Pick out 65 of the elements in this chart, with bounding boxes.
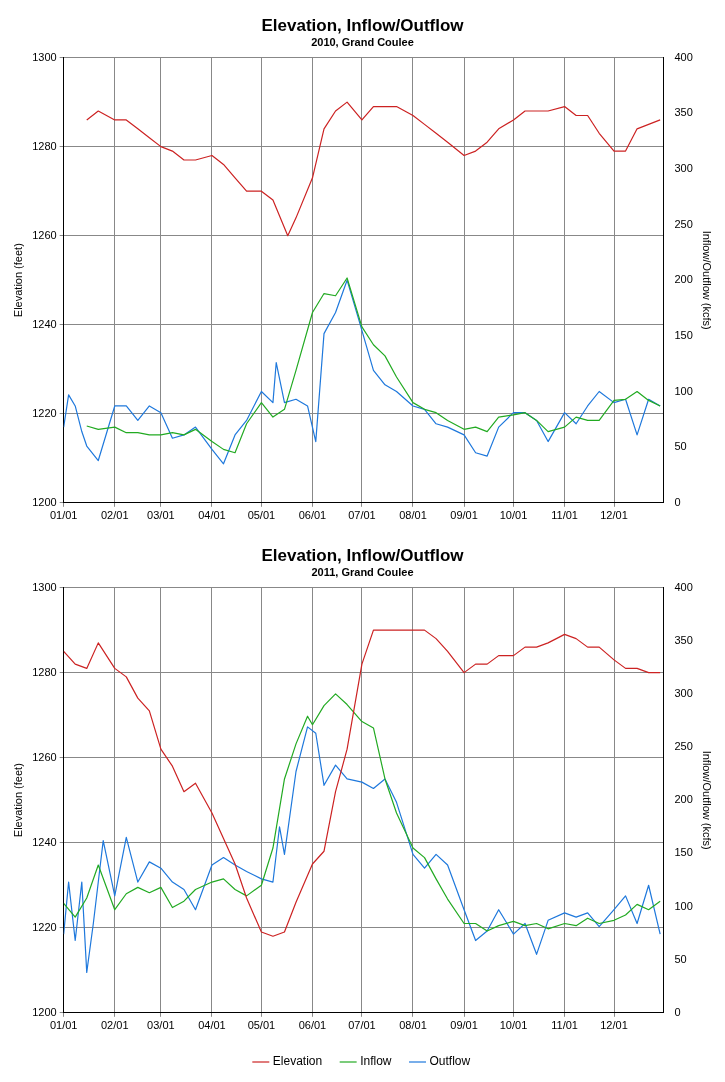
y-tick-label: 1200 xyxy=(32,495,57,508)
x-tick-label: 01/01 xyxy=(49,1019,78,1032)
x-tick-label: 05/01 xyxy=(247,1019,276,1032)
y-tick-label: 1280 xyxy=(32,139,57,152)
x-tick-label: 01/01 xyxy=(49,509,78,522)
y2-axis-title: Inflow/Outflow (kcfs) xyxy=(701,230,714,330)
x-tick-label: 12/01 xyxy=(600,509,628,522)
y2-tick-label: 150 xyxy=(674,846,693,859)
y-axis-title: Elevation (feet) xyxy=(11,763,24,838)
legend-label: Elevation xyxy=(272,1054,323,1069)
x-tick-label: 09/01 xyxy=(450,509,478,522)
y-tick-label: 1240 xyxy=(32,835,57,848)
y2-tick-label: 100 xyxy=(674,384,693,397)
legend-label: Inflow xyxy=(360,1054,392,1069)
chart-subtitle: 2010, Grand Coulee xyxy=(311,36,414,49)
y-tick-label: 1300 xyxy=(32,580,57,593)
y2-tick-label: 150 xyxy=(674,328,693,341)
chart-subtitle: 2011, Grand Coulee xyxy=(311,566,414,579)
y2-tick-label: 0 xyxy=(674,1005,681,1018)
x-tick-label: 07/01 xyxy=(348,509,376,522)
y-tick-label: 1300 xyxy=(32,50,57,63)
x-tick-label: 06/01 xyxy=(298,509,327,522)
y2-tick-label: 400 xyxy=(674,580,693,593)
chart-title: Elevation, Inflow/Outflow xyxy=(261,545,465,565)
y-tick-label: 1260 xyxy=(32,750,57,763)
x-tick-label: 08/01 xyxy=(399,1019,427,1032)
y2-tick-label: 200 xyxy=(674,793,693,806)
x-tick-label: 12/01 xyxy=(600,1019,628,1032)
y-axis-title: Elevation (feet) xyxy=(11,243,24,318)
x-tick-label: 03/01 xyxy=(147,509,175,522)
y-tick-label: 1280 xyxy=(32,665,57,678)
x-tick-label: 11/01 xyxy=(551,1019,578,1032)
x-tick-label: 05/01 xyxy=(247,509,276,522)
y-tick-label: 1240 xyxy=(32,317,57,330)
x-tick-label: 10/01 xyxy=(499,1019,528,1032)
x-tick-label: 04/01 xyxy=(198,1019,226,1032)
x-tick-label: 10/01 xyxy=(499,509,528,522)
x-tick-label: 11/01 xyxy=(551,509,578,522)
y2-tick-label: 250 xyxy=(674,740,693,753)
y2-tick-label: 300 xyxy=(674,686,693,699)
y2-tick-label: 50 xyxy=(674,952,687,965)
y2-tick-label: 50 xyxy=(674,440,687,453)
y-tick-label: 1260 xyxy=(32,228,57,241)
x-tick-label: 04/01 xyxy=(198,509,226,522)
x-tick-label: 08/01 xyxy=(399,509,427,522)
x-tick-label: 02/01 xyxy=(100,1019,129,1032)
y2-tick-label: 0 xyxy=(674,495,681,508)
y-tick-label: 1220 xyxy=(32,406,57,419)
legend-label: Outflow xyxy=(429,1054,471,1069)
y2-tick-label: 250 xyxy=(674,217,693,230)
y2-axis-title: Inflow/Outflow (kcfs) xyxy=(701,750,714,850)
x-tick-label: 02/01 xyxy=(100,509,129,522)
y2-tick-label: 350 xyxy=(674,106,693,119)
y2-tick-label: 400 xyxy=(674,50,693,63)
y2-tick-label: 100 xyxy=(674,899,693,912)
y-tick-label: 1200 xyxy=(32,1005,57,1018)
y2-tick-label: 200 xyxy=(674,273,693,286)
y2-tick-label: 300 xyxy=(674,161,693,174)
x-tick-label: 09/01 xyxy=(450,1019,478,1032)
x-tick-label: 07/01 xyxy=(348,1019,376,1032)
x-tick-label: 03/01 xyxy=(147,1019,175,1032)
y2-tick-label: 350 xyxy=(674,633,693,646)
chart-title: Elevation, Inflow/Outflow xyxy=(261,15,465,35)
x-tick-label: 06/01 xyxy=(298,1019,327,1032)
y-tick-label: 1220 xyxy=(32,920,57,933)
